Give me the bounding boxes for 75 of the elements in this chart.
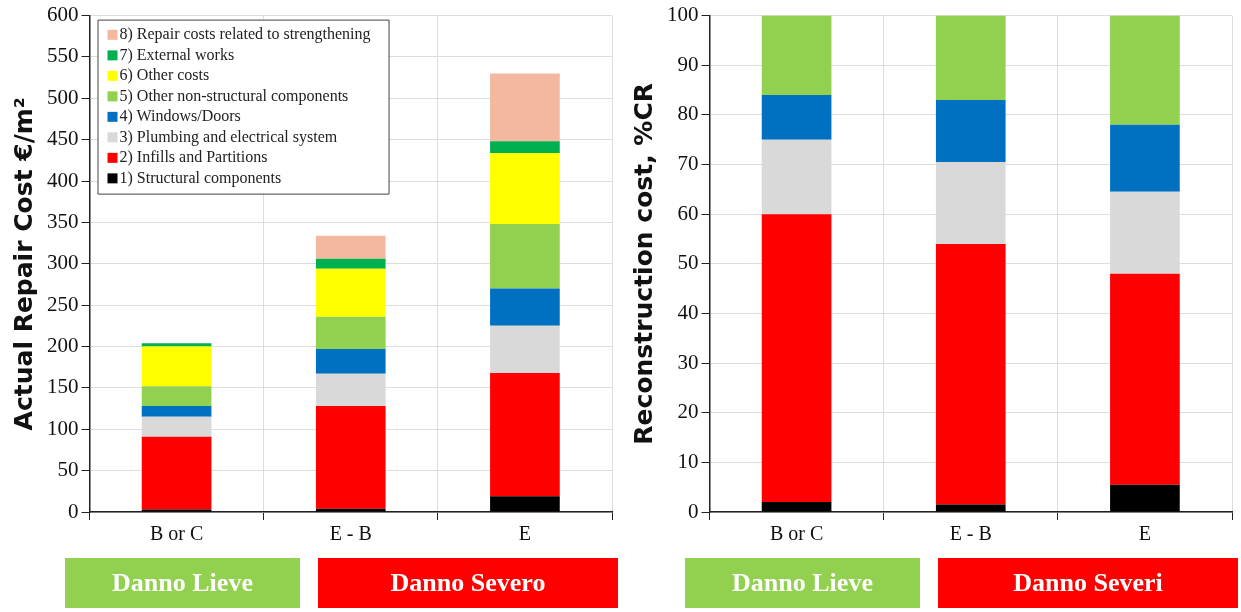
bar: [315, 349, 386, 374]
y-tick-label: 350: [47, 208, 79, 233]
bar: [1110, 484, 1180, 512]
y-tick-label: 450: [47, 126, 79, 151]
bar: [1110, 15, 1180, 125]
bar: [1110, 124, 1180, 192]
bar: [315, 268, 386, 317]
legend-label: 6) Other costs: [119, 66, 210, 85]
y-tick-label: 50: [57, 457, 79, 482]
bar: [490, 141, 560, 153]
y-tick-label: 150: [47, 374, 79, 399]
y-tick-label: 80: [677, 101, 699, 126]
legend-label: 2) Infills and Partitions: [119, 148, 268, 167]
x-tick-label: E: [518, 522, 532, 545]
y-tick-label: 40: [677, 299, 699, 324]
y-tick-label: 550: [47, 43, 79, 68]
y-tick-label: 500: [47, 84, 79, 109]
bar: [315, 508, 386, 512]
legend-label: 3) Plumbing and electrical system: [119, 127, 338, 146]
legend-label: 8) Repair costs related to strengthening: [119, 25, 371, 44]
y-tick-label: 100: [47, 415, 79, 440]
bar: [761, 214, 832, 503]
legend-label: 4) Windows/Doors: [119, 107, 241, 126]
bar: [935, 15, 1006, 100]
bar: [1110, 273, 1180, 485]
y-axis-title: Actual Repair Cost €/m²: [8, 97, 38, 431]
bar: [490, 152, 560, 225]
bar: [935, 504, 1006, 512]
y-tick-label: 0: [688, 498, 699, 523]
text: Danno Severi: [938, 558, 1238, 608]
bar: [315, 258, 386, 269]
y-tick-label: 100: [667, 2, 699, 27]
bar: [490, 373, 560, 497]
bar: [935, 99, 1006, 163]
legend-label: 5) Other non-structural components: [119, 86, 349, 105]
x-tick-label: E - B: [329, 522, 372, 545]
text: Danno Lieve: [685, 558, 920, 608]
y-tick-label: 60: [677, 200, 699, 225]
x-tick-label: E: [1138, 522, 1152, 545]
text: Danno Lieve: [65, 558, 300, 608]
legend-label: 1) Structural components: [119, 168, 282, 187]
bar: [761, 15, 832, 96]
y-tick-label: 200: [47, 333, 79, 358]
y-tick-label: 90: [677, 51, 699, 76]
bar: [490, 288, 560, 326]
bar: [141, 343, 212, 347]
bar: [315, 406, 386, 509]
bar: [141, 346, 212, 387]
y-tick-label: 50: [677, 250, 699, 275]
y-tick-label: 400: [47, 167, 79, 192]
y-tick-label: 300: [47, 250, 79, 275]
y-tick-label: 250: [47, 291, 79, 316]
bar: [490, 73, 560, 142]
y-tick-label: 600: [47, 2, 79, 27]
bar: [490, 224, 560, 289]
bar: [141, 386, 212, 407]
bar: [315, 316, 386, 350]
x-tick-label: B or C: [149, 522, 204, 545]
y-tick-label: 0: [68, 498, 79, 523]
y-axis-title: Reconstruction cost, %CR: [628, 82, 658, 445]
bar: [490, 496, 560, 512]
bar: [935, 243, 1006, 505]
legend-label: 7) External works: [119, 45, 235, 64]
x-tick-label: B or C: [769, 522, 824, 545]
bar: [141, 406, 212, 417]
bar: [761, 502, 832, 512]
y-tick-label: 30: [677, 349, 699, 374]
y-tick-label: 10: [677, 448, 699, 473]
y-tick-label: 70: [677, 151, 699, 176]
bar: [761, 95, 832, 140]
bar: [141, 436, 212, 510]
text: Danno Severo: [318, 558, 618, 608]
y-tick-label: 20: [677, 399, 699, 424]
x-tick-label: E - B: [949, 522, 992, 545]
bar: [315, 235, 386, 259]
